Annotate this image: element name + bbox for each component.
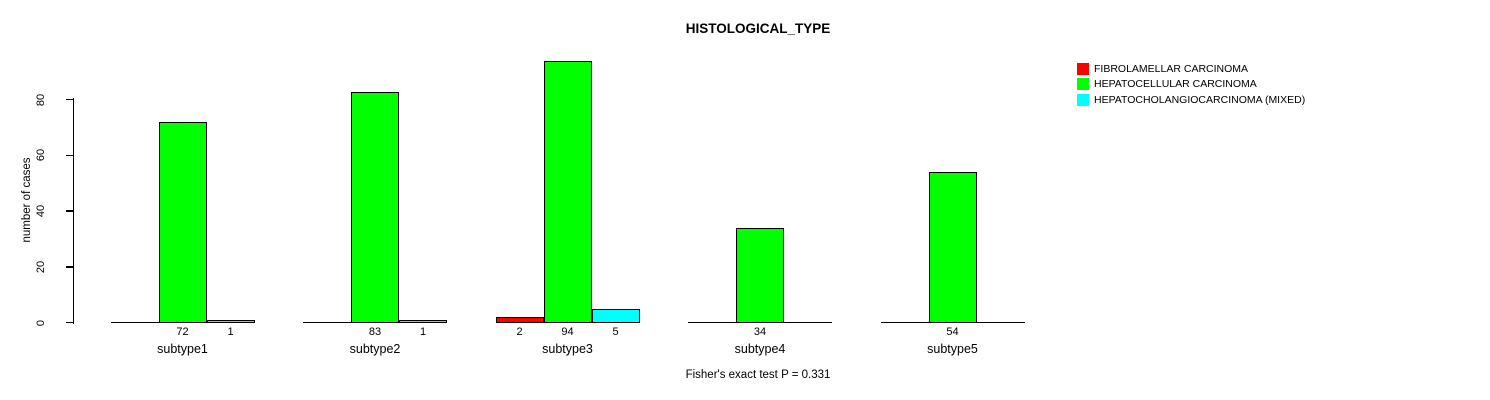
- bar-value-label: 72: [176, 326, 189, 338]
- x-category-label: subtype4: [734, 342, 786, 356]
- bar-subtype2-series2: [399, 319, 447, 323]
- bar-value-label: 94: [561, 326, 574, 338]
- bar-value-label: 1: [419, 326, 427, 338]
- group-baseline: [110, 321, 255, 324]
- bar-value-label: 1: [227, 326, 234, 338]
- bar-subtype5-series1: [928, 171, 977, 323]
- legend-item: HEPATOCHOLANGIOCARCINOMA (MIXED): [1077, 92, 1305, 108]
- x-category-label: subtype2: [349, 342, 401, 356]
- x-category-label: subtype5: [927, 342, 978, 356]
- bar-subtype4-series1: [736, 227, 784, 323]
- x-category-label: subtype3: [542, 342, 593, 356]
- y-tick-label: 20: [35, 260, 47, 273]
- legend-label: HEPATOCELLULAR CARCINOMA: [1094, 78, 1257, 91]
- legend-item: HEPATOCELLULAR CARCINOMA: [1077, 77, 1305, 93]
- bar-value-label: 34: [753, 326, 767, 338]
- group-baseline: [495, 321, 640, 324]
- legend-label: FIBROLAMELLAR CARCINOMA: [1094, 62, 1249, 75]
- bar-value-label: 2: [516, 326, 523, 338]
- legend-swatch-red-icon: [1077, 62, 1089, 75]
- y-tick-mark: [65, 98, 73, 101]
- bar-subtype3-series2: [591, 308, 640, 323]
- legend-swatch-green-icon: [1077, 78, 1089, 91]
- legend-item: FIBROLAMELLAR CARCINOMA: [1077, 61, 1305, 77]
- group-baseline: [880, 321, 1025, 324]
- bar-subtype2-series1: [351, 91, 399, 323]
- legend: FIBROLAMELLAR CARCINOMA HEPATOCELLULAR C…: [1077, 61, 1305, 108]
- group-baseline: [303, 321, 447, 324]
- y-tick-label: 80: [35, 93, 47, 106]
- bar-subtype1-series1: [158, 121, 207, 323]
- y-tick-mark: [65, 210, 73, 212]
- group-baseline: [688, 321, 832, 324]
- y-tick-label: 0: [35, 319, 47, 326]
- bar-value-label: 83: [368, 326, 382, 338]
- y-tick-label: 40: [35, 204, 47, 218]
- legend-swatch-cyan-icon: [1077, 93, 1089, 106]
- bar-subtype3-series1: [543, 60, 592, 323]
- x-category-label: subtype1: [157, 342, 208, 356]
- chart-title: HISTOLOGICAL_TYPE: [685, 21, 831, 36]
- bar-value-label: 54: [946, 326, 959, 338]
- y-axis-line: [72, 98, 74, 324]
- bar-subtype3-series0: [495, 316, 544, 323]
- bar-subtype1-series2: [206, 319, 255, 323]
- y-tick-mark: [65, 266, 73, 268]
- y-tick-label: 60: [35, 149, 47, 162]
- y-tick-mark: [65, 154, 73, 156]
- bar-value-label: 5: [612, 326, 619, 338]
- footnote-fishers-test: Fisher's exact test P = 0.331: [685, 369, 831, 381]
- legend-label: HEPATOCHOLANGIOCARCINOMA (MIXED): [1094, 93, 1306, 106]
- y-tick-mark: [65, 321, 73, 324]
